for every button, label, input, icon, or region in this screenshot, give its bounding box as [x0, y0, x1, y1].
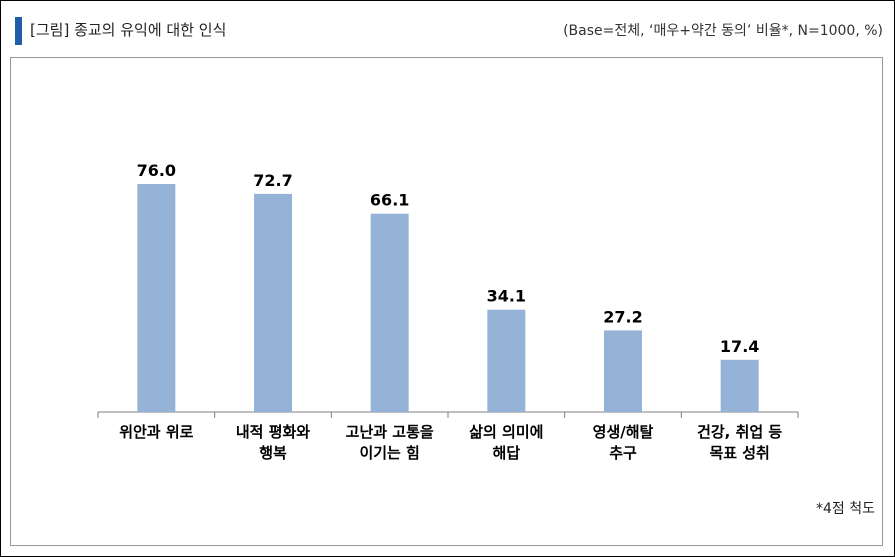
bar	[604, 330, 642, 412]
data-label: 66.1	[370, 191, 409, 210]
data-label: 34.1	[487, 287, 526, 306]
category-label: 삶의 의미에	[469, 423, 543, 441]
category-label: 이기는 힘	[359, 444, 419, 462]
plot-area	[10, 57, 883, 546]
category-label: 건강, 취업 등	[697, 423, 782, 441]
data-label: 76.0	[137, 161, 176, 180]
category-label: 고난과 고통을	[346, 423, 434, 441]
bar	[137, 184, 176, 412]
category-label: 추구	[609, 444, 637, 462]
category-label: 해답	[493, 444, 521, 462]
base-note: (Base=전체, ‘매우+약간 동의’ 비율*, N=1000, %)	[563, 23, 883, 39]
bar	[370, 213, 409, 412]
bar	[254, 193, 292, 412]
category-label: 내적 평화와	[236, 423, 310, 441]
bar	[487, 309, 526, 412]
category-label: 영생/해탈	[593, 423, 654, 441]
title-accent-bar	[15, 17, 22, 45]
data-label: 27.2	[603, 307, 642, 326]
category-label: 목표 성취	[709, 444, 769, 462]
bar	[720, 359, 759, 412]
category-label: 행복	[259, 444, 287, 462]
scale-footnote: *4점 척도	[816, 501, 875, 517]
data-label: 17.4	[720, 337, 759, 356]
category-label: 위안과 위로	[119, 423, 193, 441]
data-label: 72.7	[253, 171, 292, 190]
figure-title: [그림] 종교의 유익에 대한 인식	[30, 21, 227, 39]
